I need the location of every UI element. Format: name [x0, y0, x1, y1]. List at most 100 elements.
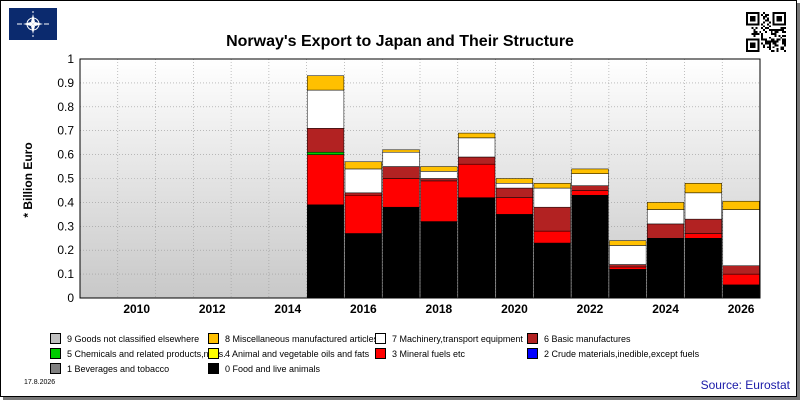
bar-segment [420, 178, 458, 182]
x-tick-label: 2022 [577, 302, 604, 316]
y-tick-label: 0.5 [57, 172, 74, 186]
bar-segment [722, 200, 760, 210]
bar-segment [684, 218, 722, 234]
x-tick-label: 2026 [728, 302, 755, 316]
y-tick-label: 0.2 [57, 243, 74, 257]
legend-swatch [50, 333, 61, 344]
x-tick-label: 2024 [652, 302, 679, 316]
legend-label: 5 Chemicals and related products,n.e.s. [67, 348, 226, 359]
bar-segment [646, 238, 685, 299]
legend-swatch [527, 348, 538, 359]
bar-segment [306, 204, 345, 299]
bar-segment [306, 154, 345, 206]
x-tick-label: 2010 [123, 302, 150, 316]
y-tick-label: 0.4 [57, 195, 74, 209]
x-tick-label: 2018 [426, 302, 453, 316]
bar-segment [382, 206, 420, 299]
bar-segment [458, 156, 496, 165]
legend-swatch [208, 348, 219, 359]
y-tick-label: 0.3 [57, 219, 74, 233]
legend-label: 9 Goods not classified elsewhere [67, 333, 200, 344]
bar-segment [344, 161, 382, 170]
legend-label: 2 Crude materials,inedible,except fuels [544, 348, 700, 359]
legend-swatch [208, 333, 219, 344]
legend-label: 3 Mineral fuels etc [392, 348, 466, 359]
bar-segment [533, 183, 571, 189]
legend-item: 3 Mineral fuels etc [375, 348, 465, 359]
date-stamp: 17.8.2026 [24, 379, 56, 386]
y-tick-label: 0.9 [57, 76, 74, 90]
legend-label: 8 Miscellaneous manufactured articles [225, 333, 379, 344]
bar-segment [533, 187, 571, 208]
legend-item: 6 Basic manufactures [527, 333, 631, 344]
bar-segment [420, 166, 458, 172]
bar-segment [344, 233, 382, 299]
bar-segment [646, 209, 685, 225]
bar-segment [609, 266, 647, 270]
bar-segment [344, 168, 382, 194]
x-tick-label: 2016 [350, 302, 377, 316]
legend-item: 7 Machinery,transport equipment [375, 333, 523, 344]
bar-segment [533, 206, 571, 232]
x-tick-label: 2020 [501, 302, 528, 316]
x-tick-label: 2014 [274, 302, 301, 316]
bar-segment [306, 151, 345, 155]
legend-item: 9 Goods not classified elsewhere [50, 333, 199, 344]
bar-segment [684, 183, 722, 194]
legend-item: 8 Miscellaneous manufactured articles [208, 333, 378, 344]
bar-segment [722, 265, 760, 275]
legend-swatch [527, 333, 538, 344]
bar-segment [646, 223, 685, 239]
bar-segment [571, 190, 609, 196]
bar-segment [306, 128, 345, 153]
y-tick-label: 0 [67, 291, 74, 305]
bar-segment [684, 233, 722, 239]
bar-segment [609, 269, 647, 299]
legend-label: 7 Machinery,transport equipment [392, 333, 523, 344]
bar-segment [571, 173, 609, 186]
bar-segment [495, 178, 534, 184]
bar-segment [458, 197, 496, 299]
plot-border [79, 58, 761, 299]
bar-segment [495, 214, 534, 299]
legend-item: 2 Crude materials,inedible,except fuels [527, 348, 699, 359]
nato-star-logo [9, 8, 57, 40]
bar-segment [495, 197, 534, 215]
bar-segment [458, 132, 496, 139]
bar-segment [533, 242, 571, 299]
bar-segment [306, 75, 345, 91]
source-note: Source: Eurostat [700, 378, 790, 392]
legend-label: 1 Beverages and tobacco [67, 363, 170, 374]
legend-label: 0 Food and live animals [225, 363, 321, 374]
legend-swatch [375, 333, 386, 344]
bar-segment [382, 178, 420, 208]
legend-swatch [50, 348, 61, 359]
bar-segment [458, 163, 496, 198]
x-tick-label: 2012 [199, 302, 226, 316]
bar-segment [420, 221, 458, 299]
bar-segment [609, 264, 647, 268]
legend-item: 1 Beverages and tobacco [50, 363, 169, 374]
legend-swatch [375, 348, 386, 359]
legend-label: 6 Basic manufactures [544, 333, 631, 344]
legend-item: 0 Food and live animals [208, 363, 320, 374]
bar-segment [382, 151, 420, 167]
y-tick-label: 1 [67, 52, 74, 66]
bar-segment [420, 180, 458, 222]
bar-segment [571, 185, 609, 191]
bar-segment [495, 183, 534, 189]
legend-label: 4 Animal and vegetable oils and fats [225, 348, 370, 359]
bar-segment [420, 171, 458, 179]
bar-segment [684, 192, 722, 220]
bar-segment [684, 238, 722, 299]
bar-segment [382, 166, 420, 179]
bar-segment [344, 194, 382, 234]
y-tick-label: 0.6 [57, 148, 74, 162]
legend-swatch [208, 363, 219, 374]
y-tick-label: 0.1 [57, 267, 74, 281]
legend-item: 5 Chemicals and related products,n.e.s. [50, 348, 226, 359]
y-tick-label: 0.8 [57, 100, 74, 114]
y-tick-label: 0.7 [57, 124, 74, 138]
chart-title: Norway's Export to Japan and Their Struc… [226, 33, 574, 50]
